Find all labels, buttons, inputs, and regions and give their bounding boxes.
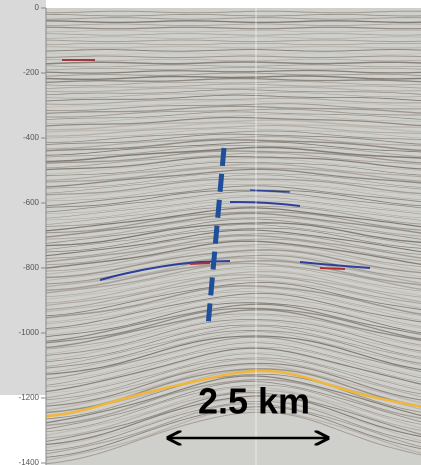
y-tick-label: -600 [23, 198, 40, 207]
page: {"chart_data": {"type": "image", "ylim":… [0, 0, 421, 465]
red-reflector [320, 268, 345, 269]
y-tick-label: -1000 [19, 328, 40, 337]
y-tick-label: 0 [35, 3, 40, 12]
y-tick-label: -200 [23, 68, 40, 77]
y-tick-label: -1400 [19, 458, 40, 465]
red-reflector [190, 263, 210, 264]
y-tick-label: -400 [23, 133, 40, 142]
chart: 0 -200 -400 -600 -800 -1000 -1200 -1400 2.5 km [0, 0, 421, 465]
y-tick-label: -1200 [19, 393, 40, 402]
y-tick-label: -800 [23, 263, 40, 272]
scale-label: 2.5 km [198, 381, 310, 422]
